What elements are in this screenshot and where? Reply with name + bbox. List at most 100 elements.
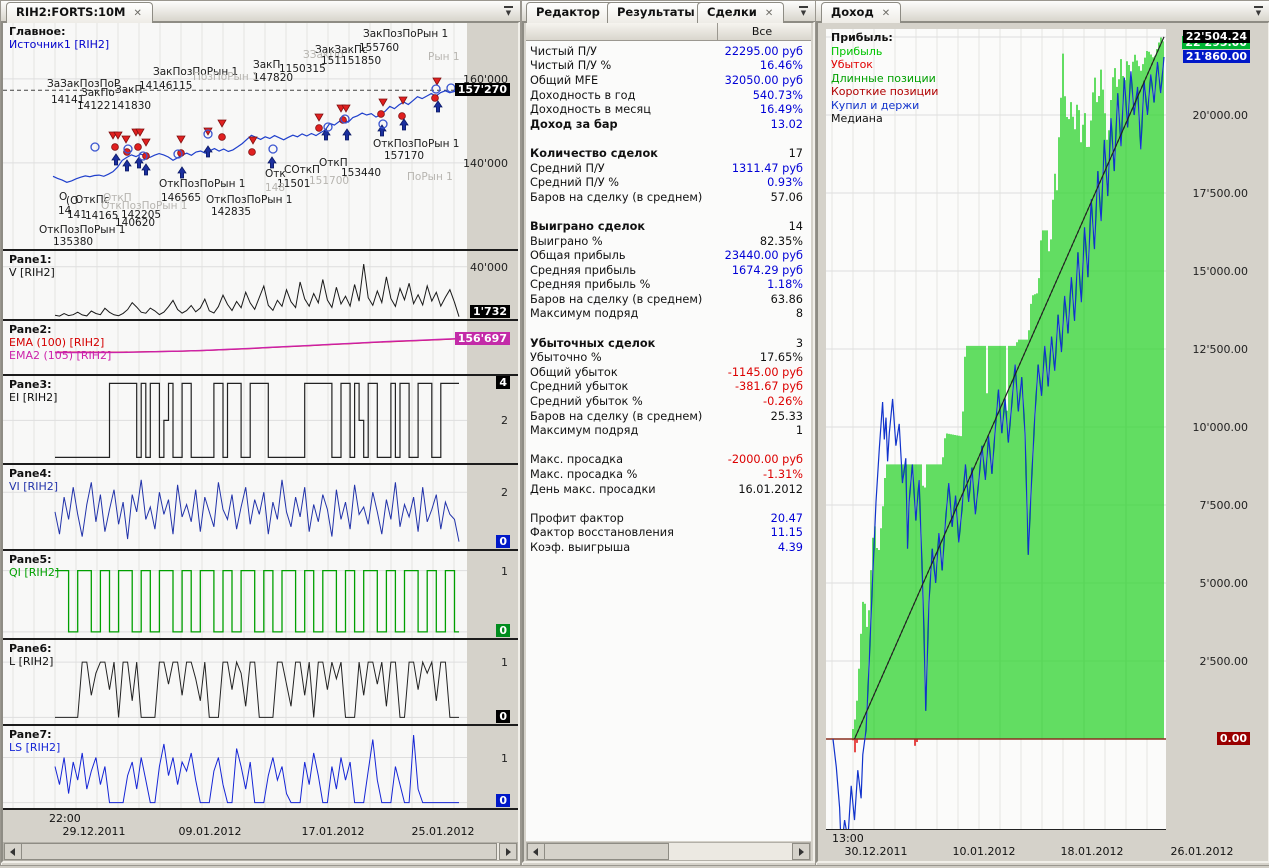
scrollbar-thumb[interactable]	[544, 843, 669, 860]
legend-item: Короткие позиции	[831, 85, 938, 99]
legend-item: Убыток	[831, 58, 938, 72]
close-icon[interactable]	[882, 5, 893, 19]
trade-label: 14122	[77, 100, 110, 112]
pane-6[interactable]: Pane6:L [RIH2] 100	[3, 640, 516, 724]
pane-4[interactable]: Pane4:VI [RIH2] 20	[3, 465, 516, 549]
pane-title-3: Pane3:EI [RIH2]	[9, 378, 57, 404]
scroll-left-icon[interactable]	[527, 843, 545, 860]
stats-row: Чистый П/У22295.00 руб	[530, 44, 803, 59]
scroll-left-icon[interactable]	[4, 843, 22, 860]
stats-spacer	[530, 496, 803, 511]
x-axis-dates: 30.12.201110.01.201218.01.201226.01.2012	[818, 845, 1268, 859]
results-horizontal-scrollbar[interactable]	[526, 842, 811, 861]
stats-row: Выиграно сделок14	[530, 219, 803, 234]
x-axis: 13:00 30.12.201110.01.201218.01.201226.0…	[818, 831, 1268, 861]
stats-row: Средняя прибыль %1.18%	[530, 278, 803, 293]
y-axis-gutter	[467, 726, 516, 808]
tab-chart-label: RIH2:FORTS:10M	[16, 5, 126, 19]
tab-chart[interactable]: RIH2:FORTS:10M	[6, 2, 153, 23]
column-header-all: Все	[717, 25, 807, 38]
chart-window: RIH2:FORTS:10M Главное:Источник1 [RIH2] …	[0, 0, 521, 866]
stats-row: Количество сделок17	[530, 146, 803, 161]
close-icon[interactable]	[134, 5, 145, 19]
stats-row: Максимум подряд1	[530, 423, 803, 438]
stats-row: День макс. просадки16.01.2012	[530, 482, 803, 497]
stats-row: Общий убыток-1145.00 руб	[530, 365, 803, 380]
pane-3[interactable]: Pane3:EI [RIH2] 24	[3, 376, 516, 463]
tab-list-dropdown-icon[interactable]	[502, 5, 515, 17]
trade-label: 153440	[341, 167, 381, 179]
legend-item: Медиана	[831, 112, 938, 126]
trade-label: 148	[265, 182, 285, 194]
tab-results-label: Результаты	[617, 5, 695, 19]
pane-title-6: Pane6:L [RIH2]	[9, 642, 53, 668]
pane-1[interactable]: Pane1:V [RIH2] 40'0001'732	[3, 251, 516, 319]
trade-annotations: ЗакПозПоРын 1ЗакЗакПс155760ЗЗакПо1511518…	[3, 23, 516, 249]
trade-label: 142835	[211, 206, 251, 218]
pane-2[interactable]: Pane2:EMA (100) [RIH2]EMA2 (105) [RIH2] …	[3, 321, 516, 374]
x-axis: 22:00 29.12.201109.01.201217.01.201225.0…	[3, 810, 518, 842]
stats-row: Доходность в год540.73%	[530, 88, 803, 103]
tab-trades-label: Сделки	[707, 5, 757, 19]
x-axis-date-label: 17.01.2012	[302, 825, 365, 838]
stats-row: Фактор восстановления11.15	[530, 526, 803, 541]
x-axis-date-label: 29.12.2011	[63, 825, 126, 838]
pane-5[interactable]: Pane5:QI [RIH2] 100	[3, 551, 516, 638]
legend-item: Прибыль	[831, 45, 938, 59]
stats-row: Средний П/У1311.47 руб	[530, 161, 803, 176]
trade-label: 147820	[253, 72, 293, 84]
scroll-right-icon[interactable]	[792, 843, 810, 860]
stats-row: Коэф. выигрыша4.39	[530, 540, 803, 555]
stats-row: Средний убыток %-0.26%	[530, 394, 803, 409]
tab-income[interactable]: Доход	[821, 2, 901, 23]
trade-label: ОткПозПоРын 1	[206, 194, 292, 206]
tab-trades[interactable]: Сделки	[697, 2, 784, 23]
x-axis-time-label: 22:00	[49, 812, 81, 825]
trade-label: ОткПозПоРын 1	[39, 224, 125, 236]
trade-label: 141830	[111, 100, 151, 112]
trade-label: ЗакПозПоРын 1	[363, 28, 448, 40]
pane-7[interactable]: Pane7:LS [RIH2] 100	[3, 726, 516, 808]
stats-row: Макс. просадка-2000.00 руб	[530, 453, 803, 468]
scrollbar-thumb[interactable]	[21, 843, 497, 860]
x-axis-date-label: 25.01.2012	[412, 825, 475, 838]
y-axis-gutter	[467, 251, 516, 319]
stats-row: Средний убыток-381.67 руб	[530, 380, 803, 395]
pane-title-5: Pane5:QI [RIH2]	[9, 553, 59, 579]
vi-chart	[3, 465, 467, 549]
trade-label: Рын 1	[428, 51, 460, 63]
stats-row: Профит фактор20.47	[530, 511, 803, 526]
right-tabbar: Доход	[816, 1, 1269, 22]
stats-row: Чистый П/У %16.46%	[530, 59, 803, 74]
pane-title-4: Pane4:VI [RIH2]	[9, 467, 58, 493]
trade-label: 140620	[115, 217, 155, 229]
legend-item: Длинные позиции	[831, 72, 938, 86]
pane-title-2: Pane2:EMA (100) [RIH2]EMA2 (105) [RIH2]	[9, 323, 111, 362]
y-axis-gutter	[467, 465, 516, 549]
stats-spacer	[530, 321, 803, 336]
x-axis-time-label: 13:00	[832, 832, 864, 845]
trade-label: 135380	[53, 236, 93, 248]
results-table-header: Все	[526, 23, 811, 41]
chart-horizontal-scrollbar[interactable]	[3, 842, 518, 861]
stats-row: Макс. просадка %-1.31%	[530, 467, 803, 482]
equity-legend: Прибыль: ПрибыльУбытокДлинные позицииКор…	[831, 31, 938, 126]
pane-main[interactable]: Главное:Источник1 [RIH2] ЗакПозПоРын 1За…	[3, 23, 516, 249]
scroll-right-icon[interactable]	[499, 843, 517, 860]
trade-label: 155760	[359, 42, 399, 54]
stats-row: Убыточно %17.65%	[530, 350, 803, 365]
equity-window: Доход Прибыль: ПрибыльУбытокДлинные пози…	[815, 0, 1269, 866]
pane-title-1: Pane1:V [RIH2]	[9, 253, 55, 279]
trade-label: ПозПоРын 1	[193, 71, 259, 83]
trade-label: 151151850	[321, 55, 381, 67]
close-icon[interactable]	[765, 5, 776, 19]
stats-row: Баров на сделку (в среднем)57.06	[530, 190, 803, 205]
tab-list-dropdown-icon[interactable]	[797, 5, 810, 17]
l-chart	[3, 640, 467, 724]
tab-list-dropdown-icon[interactable]	[1252, 5, 1265, 17]
trade-label: 157170	[384, 150, 424, 162]
stats-row: Убыточных сделок3	[530, 336, 803, 351]
x-axis-dates: 29.12.201109.01.201217.01.201225.01.2012	[3, 825, 518, 839]
trade-label: 146565	[161, 192, 201, 204]
stats-row: Средний П/У %0.93%	[530, 175, 803, 190]
